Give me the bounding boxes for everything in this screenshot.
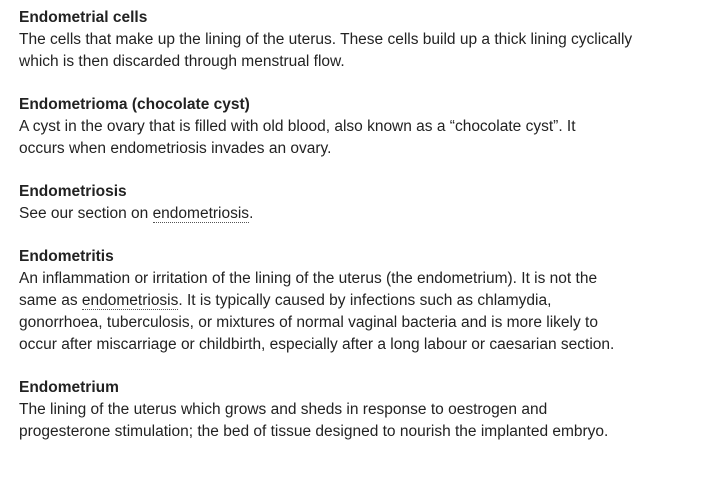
definition-line: occur after miscarriage or childbirth, e…: [19, 336, 615, 353]
definition-line: same as endometriosis. It is typically c…: [19, 290, 699, 312]
endometriosis-link[interactable]: endometriosis: [81, 292, 179, 310]
definition-text: same as: [19, 292, 82, 309]
glossary-definition: The cells that make up the lining of the…: [19, 29, 699, 73]
glossary-entry-endometrial-cells: Endometrial cells The cells that make up…: [19, 7, 699, 73]
endometriosis-section-link[interactable]: endometriosis: [152, 205, 250, 223]
definition-line: which is then discarded through menstrua…: [19, 53, 345, 70]
glossary-list: Endometrial cells The cells that make up…: [19, 7, 699, 443]
glossary-term: Endometrial cells: [19, 9, 148, 26]
definition-line: occurs when endometriosis invades an ova…: [19, 140, 332, 157]
definition-text: . It is typically caused by infections s…: [178, 292, 552, 309]
definition-text: .: [249, 205, 254, 222]
glossary-entry-endometritis: Endometritis An inflammation or irritati…: [19, 246, 699, 356]
glossary-definition: The lining of the uterus which grows and…: [19, 399, 699, 443]
glossary-entry-endometriosis: Endometriosis See our section on endomet…: [19, 181, 699, 225]
glossary-term: Endometrioma (chocolate cyst): [19, 96, 250, 113]
definition-line: A cyst in the ovary that is filled with …: [19, 118, 576, 135]
definition-line: The cells that make up the lining of the…: [19, 31, 633, 48]
glossary-definition: A cyst in the ovary that is filled with …: [19, 116, 699, 160]
glossary-entry-endometrioma: Endometrioma (chocolate cyst) A cyst in …: [19, 94, 699, 160]
glossary-entry-endometrium: Endometrium The lining of the uterus whi…: [19, 377, 699, 443]
definition-text: See our section on: [19, 205, 153, 222]
definition-line: gonorrhoea, tuberculosis, or mixtures of…: [19, 314, 598, 331]
glossary-definition: An inflammation or irritation of the lin…: [19, 268, 699, 356]
definition-line: progesterone stimulation; the bed of tis…: [19, 423, 609, 440]
glossary-term: Endometrium: [19, 379, 119, 396]
glossary-term: Endometritis: [19, 248, 114, 265]
definition-line: An inflammation or irritation of the lin…: [19, 270, 598, 287]
definition-line: The lining of the uterus which grows and…: [19, 401, 548, 418]
glossary-definition: See our section on endometriosis.: [19, 203, 699, 225]
glossary-term: Endometriosis: [19, 183, 127, 200]
